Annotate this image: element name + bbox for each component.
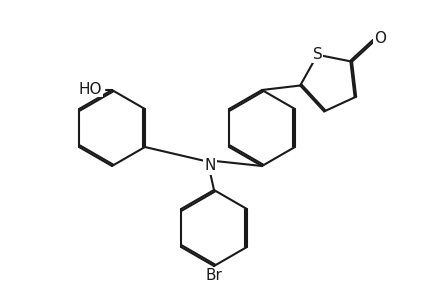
Text: O: O — [374, 31, 386, 46]
Text: Br: Br — [205, 268, 223, 283]
Text: HO: HO — [78, 82, 102, 97]
Text: S: S — [312, 47, 322, 62]
Text: N: N — [204, 158, 216, 173]
